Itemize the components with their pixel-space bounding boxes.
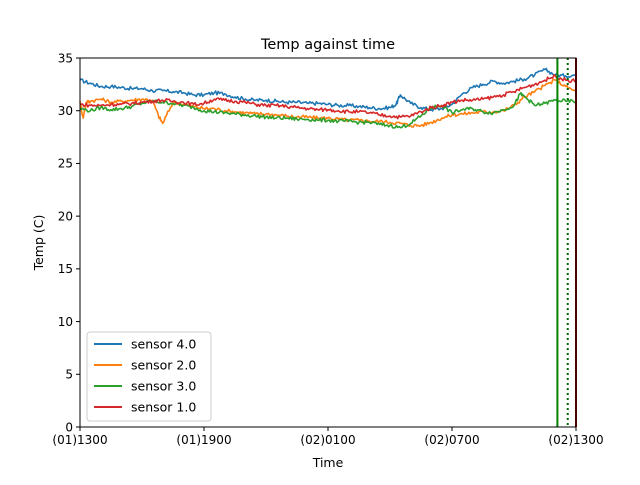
y-axis-label: Temp (C) — [31, 215, 46, 272]
y-tick-label: 15 — [58, 262, 73, 276]
y-tick-label: 10 — [58, 315, 73, 329]
series-line-sensor-3-0 — [79, 91, 577, 129]
y-tick-label: 25 — [58, 157, 73, 171]
x-tick-label: (02)0100 — [300, 433, 355, 447]
x-tick-label: (02)0700 — [424, 433, 479, 447]
legend-label: sensor 4.0 — [131, 337, 196, 352]
x-tick-label: (02)1300 — [548, 433, 603, 447]
chart-title: Temp against time — [260, 37, 395, 53]
y-tick-label: 20 — [58, 209, 73, 223]
series-line-sensor-4-0 — [79, 67, 577, 112]
x-axis-label: Time — [312, 455, 344, 470]
y-tick-label: 35 — [58, 51, 73, 65]
y-tick-label: 30 — [58, 104, 73, 118]
x-tick-label: (01)1900 — [176, 433, 231, 447]
y-tick-label: 5 — [65, 368, 73, 382]
y-axis: 0 5 10 15 20 25 30 35 — [58, 51, 80, 434]
y-tick-label: 0 — [65, 420, 73, 434]
legend-label: sensor 1.0 — [131, 400, 196, 415]
series-line-sensor-1-0 — [79, 73, 577, 120]
legend-box — [86, 331, 212, 422]
x-tick-label: (01)1300 — [52, 433, 107, 447]
legend-label: sensor 2.0 — [131, 358, 196, 373]
x-axis: (01)1300 (01)1900 (02)0100 (02)0700 (02)1300 — [52, 427, 604, 447]
series-layer — [79, 67, 577, 129]
legend-label: sensor 3.0 — [131, 379, 196, 394]
legend: sensor 4.0 sensor 2.0 sensor 3.0 sensor 1.0 — [86, 331, 212, 422]
